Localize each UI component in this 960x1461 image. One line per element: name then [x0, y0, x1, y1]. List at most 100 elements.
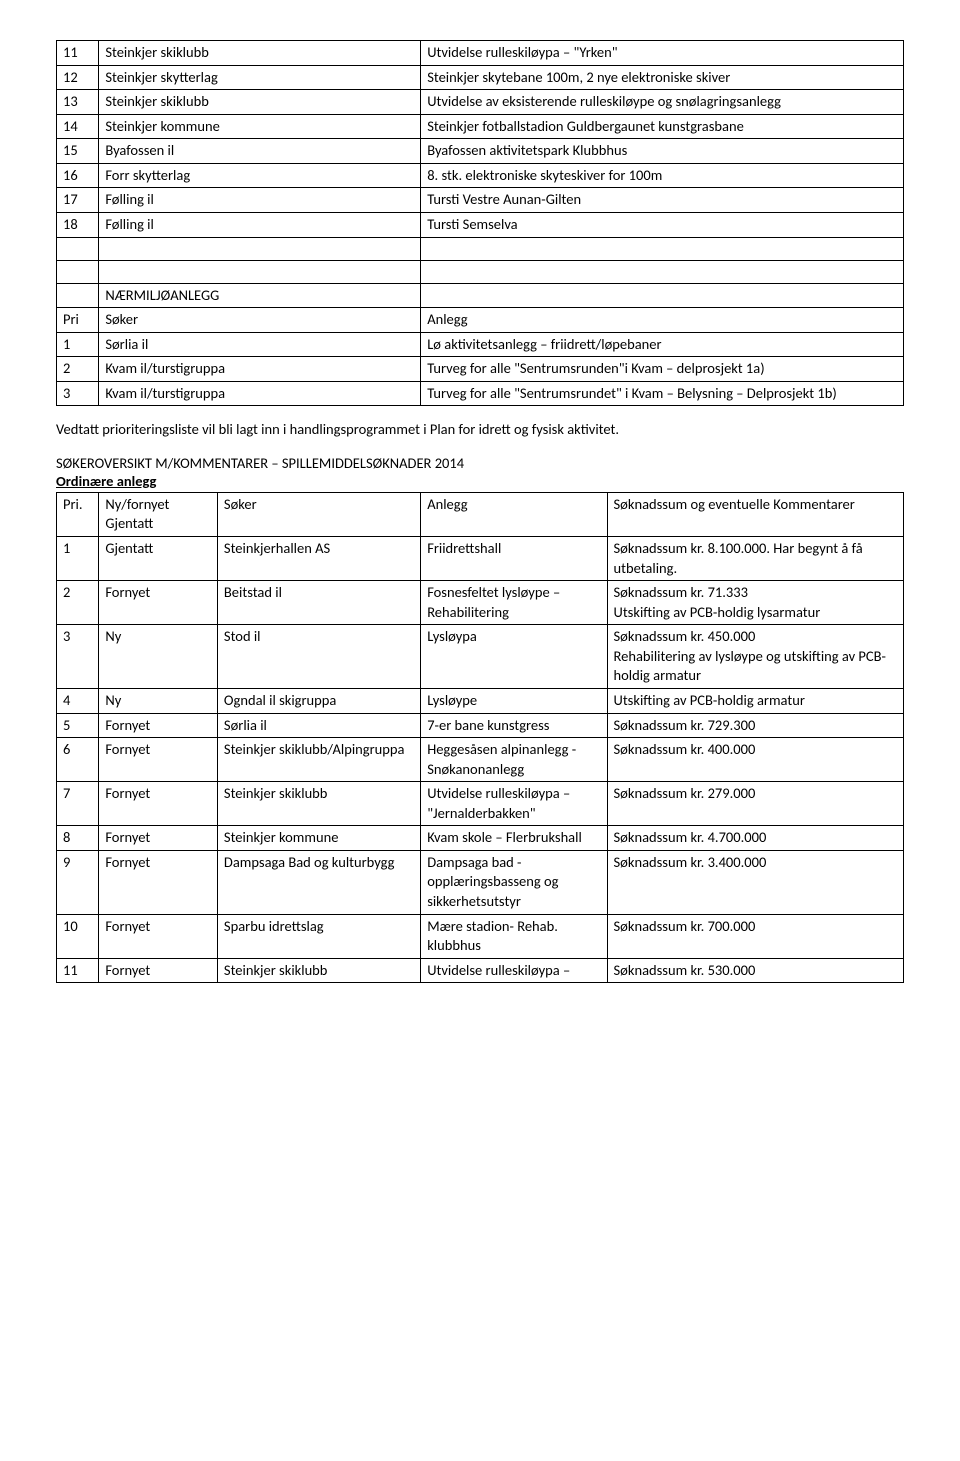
row-anlegg: Utvidelse rulleskiløypa – "Yrken" — [421, 41, 904, 66]
row-type: Gjentatt — [99, 537, 218, 581]
row-num: 18 — [57, 212, 99, 237]
priority-table-1: 11Steinkjer skiklubbUtvidelse rulleskilø… — [56, 40, 904, 406]
table-row: 4NyOgndal il skigruppaLysløypeUtskifting… — [57, 688, 904, 713]
row-kommentar: Søknadssum kr. 71.333 Utskifting av PCB-… — [607, 581, 903, 625]
row-num: 2 — [57, 357, 99, 382]
table-row: 3NyStod ilLysløypaSøknadssum kr. 450.000… — [57, 625, 904, 689]
row-num: 16 — [57, 163, 99, 188]
row-kommentar: Utskifting av PCB-holdig armatur — [607, 688, 903, 713]
row-num: 1 — [57, 332, 99, 357]
table-row: 10FornyetSparbu idrettslagMære stadion- … — [57, 914, 904, 958]
sokeroversikt-heading: SØKEROVERSIKT M/KOMMENTARER – SPILLEMIDD… — [56, 454, 904, 472]
table-row: 14Steinkjer kommuneSteinkjer fotballstad… — [57, 114, 904, 139]
table-row: 13Steinkjer skiklubbUtvidelse av eksiste… — [57, 90, 904, 115]
row-soker: Sparbu idrettslag — [217, 914, 420, 958]
table-row: 2Kvam il/turstigruppaTurveg for alle "Se… — [57, 357, 904, 382]
row-soker: Sørlia il — [99, 332, 421, 357]
row-anlegg: Lø aktivitetsanlegg – friidrett/løpebane… — [421, 332, 904, 357]
row-num: 5 — [57, 713, 99, 738]
table-row: 7FornyetSteinkjer skiklubbUtvidelse rull… — [57, 782, 904, 826]
row-num: 17 — [57, 188, 99, 213]
application-table: Pri. Ny/fornyet Gjentatt Søker Anlegg Sø… — [56, 492, 904, 983]
table-row: 1Sørlia ilLø aktivitetsanlegg – friidret… — [57, 332, 904, 357]
row-soker: Ogndal il skigruppa — [217, 688, 420, 713]
row-num: 3 — [57, 625, 99, 689]
ordinare-subheading: Ordinære anlegg — [56, 472, 904, 490]
t1-header-pri: Pri — [57, 308, 99, 333]
row-kommentar: Søknadssum kr. 530.000 — [607, 958, 903, 983]
row-soker: Steinkjer kommune — [99, 114, 421, 139]
row-soker: Følling il — [99, 212, 421, 237]
row-anlegg: Byafossen aktivitetspark Klubbhus — [421, 139, 904, 164]
row-soker: Steinkjer skiklubb/Alpingruppa — [217, 738, 420, 782]
row-type: Fornyet — [99, 713, 218, 738]
row-anlegg: 7-er bane kunstgress — [421, 713, 607, 738]
row-anlegg: Turveg for alle "Sentrumsrundet" i Kvam … — [421, 381, 904, 406]
row-soker: Steinkjerhallen AS — [217, 537, 420, 581]
t1-header-soker: Søker — [99, 308, 421, 333]
row-num: 4 — [57, 688, 99, 713]
row-type: Fornyet — [99, 738, 218, 782]
row-soker: Steinkjer skiklubb — [217, 958, 420, 983]
row-type: Fornyet — [99, 914, 218, 958]
row-num: 9 — [57, 850, 99, 914]
table-row: 8FornyetSteinkjer kommuneKvam skole – Fl… — [57, 826, 904, 851]
row-anlegg: Tursti Semselva — [421, 212, 904, 237]
table-row: 18Følling ilTursti Semselva — [57, 212, 904, 237]
row-anlegg: Kvam skole – Flerbrukshall — [421, 826, 607, 851]
row-anlegg: Utvidelse av eksisterende rulleskiløype … — [421, 90, 904, 115]
row-kommentar: Søknadssum kr. 279.000 — [607, 782, 903, 826]
t2-header-kommentar: Søknadssum og eventuelle Kommentarer — [607, 492, 903, 536]
row-num: 11 — [57, 958, 99, 983]
table-row: 12Steinkjer skytterlagSteinkjer skyteban… — [57, 65, 904, 90]
table-row: 11Steinkjer skiklubbUtvidelse rulleskilø… — [57, 41, 904, 66]
row-soker: Steinkjer skytterlag — [99, 65, 421, 90]
table-row: 2FornyetBeitstad ilFosnesfeltet lysløype… — [57, 581, 904, 625]
row-kommentar: Søknadssum kr. 450.000 Rehabilitering av… — [607, 625, 903, 689]
row-type: Fornyet — [99, 782, 218, 826]
row-anlegg: Mære stadion- Rehab. klubbhus — [421, 914, 607, 958]
row-soker: Steinkjer skiklubb — [217, 782, 420, 826]
row-anlegg: Lysløype — [421, 688, 607, 713]
row-num: 14 — [57, 114, 99, 139]
row-soker: Kvam il/turstigruppa — [99, 381, 421, 406]
row-soker: Dampsaga Bad og kulturbygg — [217, 850, 420, 914]
section-label: NÆRMILJØANLEGG — [99, 283, 421, 308]
t1-header-anlegg: Anlegg — [421, 308, 904, 333]
row-anlegg: Friidrettshall — [421, 537, 607, 581]
row-soker: Forr skytterlag — [99, 163, 421, 188]
row-kommentar: Søknadssum kr. 700.000 — [607, 914, 903, 958]
row-soker: Beitstad il — [217, 581, 420, 625]
table-row: 1GjentattSteinkjerhallen ASFriidrettshal… — [57, 537, 904, 581]
row-anlegg: Fosnesfeltet lysløype – Rehabilitering — [421, 581, 607, 625]
row-type: Fornyet — [99, 826, 218, 851]
row-num: 8 — [57, 826, 99, 851]
row-soker: Kvam il/turstigruppa — [99, 357, 421, 382]
row-type: Fornyet — [99, 958, 218, 983]
row-num: 7 — [57, 782, 99, 826]
row-kommentar: Søknadssum kr. 729.300 — [607, 713, 903, 738]
table-row: 17Følling ilTursti Vestre Aunan-Gilten — [57, 188, 904, 213]
row-num: 12 — [57, 65, 99, 90]
row-num: 1 — [57, 537, 99, 581]
row-type: Fornyet — [99, 850, 218, 914]
table-row: 15Byafossen ilByafossen aktivitetspark K… — [57, 139, 904, 164]
row-num: 3 — [57, 381, 99, 406]
row-soker: Byafossen il — [99, 139, 421, 164]
row-anlegg: Tursti Vestre Aunan-Gilten — [421, 188, 904, 213]
row-anlegg: Utvidelse rulleskiløypa – "Jernalderbakk… — [421, 782, 607, 826]
row-soker: Steinkjer skiklubb — [99, 90, 421, 115]
row-anlegg: Heggesåsen alpinanlegg - Snøkanonanlegg — [421, 738, 607, 782]
vedtatt-paragraph: Vedtatt prioriteringsliste vil bli lagt … — [56, 420, 904, 440]
row-anlegg: Dampsaga bad - opplæringsbasseng og sikk… — [421, 850, 607, 914]
table-row: 3Kvam il/turstigruppaTurveg for alle "Se… — [57, 381, 904, 406]
row-type: Ny — [99, 625, 218, 689]
row-soker: Sørlia il — [217, 713, 420, 738]
table-row: 9FornyetDampsaga Bad og kulturbyggDampsa… — [57, 850, 904, 914]
row-kommentar: Søknadssum kr. 400.000 — [607, 738, 903, 782]
t2-header-soker: Søker — [217, 492, 420, 536]
t2-header-pri: Pri. — [57, 492, 99, 536]
row-num: 6 — [57, 738, 99, 782]
row-anlegg: Steinkjer fotballstadion Guldbergaunet k… — [421, 114, 904, 139]
table-row: 6FornyetSteinkjer skiklubb/AlpingruppaHe… — [57, 738, 904, 782]
